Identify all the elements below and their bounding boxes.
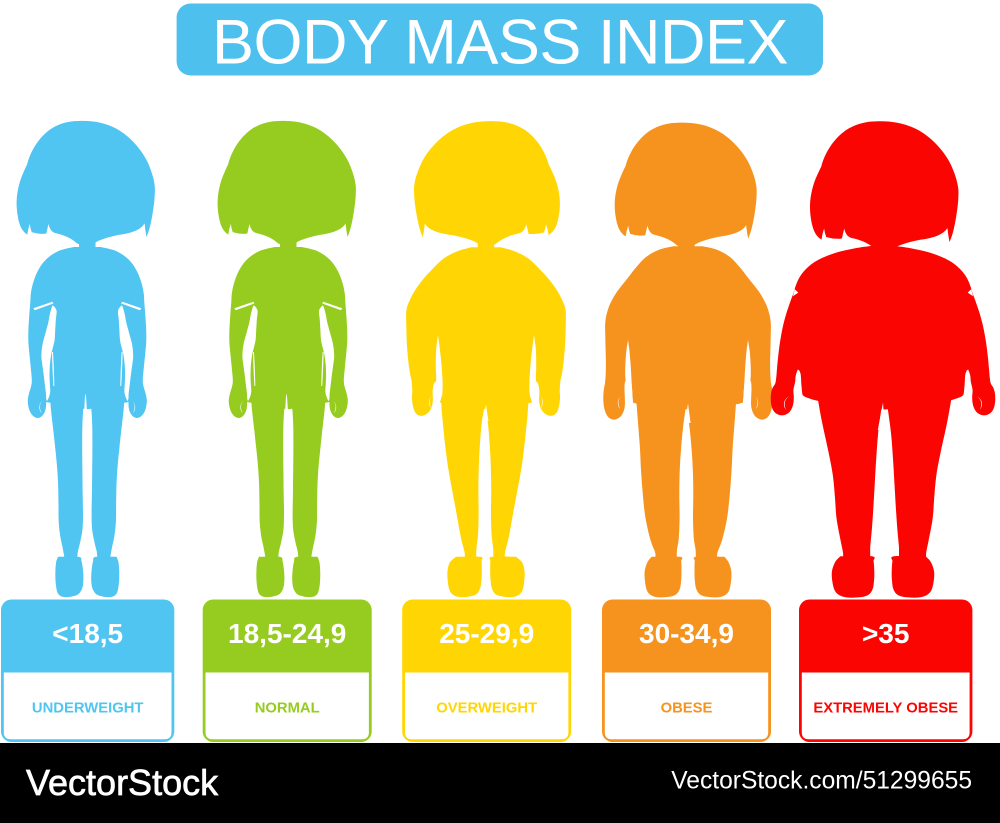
svg-text:>35: >35 [862, 618, 910, 649]
svg-text:EXTREMELY OBESE: EXTREMELY OBESE [813, 700, 958, 716]
svg-text:BODY MASS INDEX: BODY MASS INDEX [212, 8, 788, 78]
svg-text:OBESE: OBESE [661, 700, 713, 716]
svg-text:25-29,9: 25-29,9 [439, 618, 534, 649]
svg-text:VectorStock.com/51299655: VectorStock.com/51299655 [671, 768, 972, 795]
svg-text:30-34,9: 30-34,9 [639, 618, 734, 649]
svg-text:NORMAL: NORMAL [255, 700, 320, 716]
svg-text:UNDERWEIGHT: UNDERWEIGHT [32, 700, 144, 716]
svg-text:VectorStock: VectorStock [26, 762, 219, 803]
svg-text:<18,5: <18,5 [52, 618, 123, 649]
svg-text:18,5-24,9: 18,5-24,9 [228, 618, 346, 649]
svg-text:OVERWEIGHT: OVERWEIGHT [436, 700, 537, 716]
